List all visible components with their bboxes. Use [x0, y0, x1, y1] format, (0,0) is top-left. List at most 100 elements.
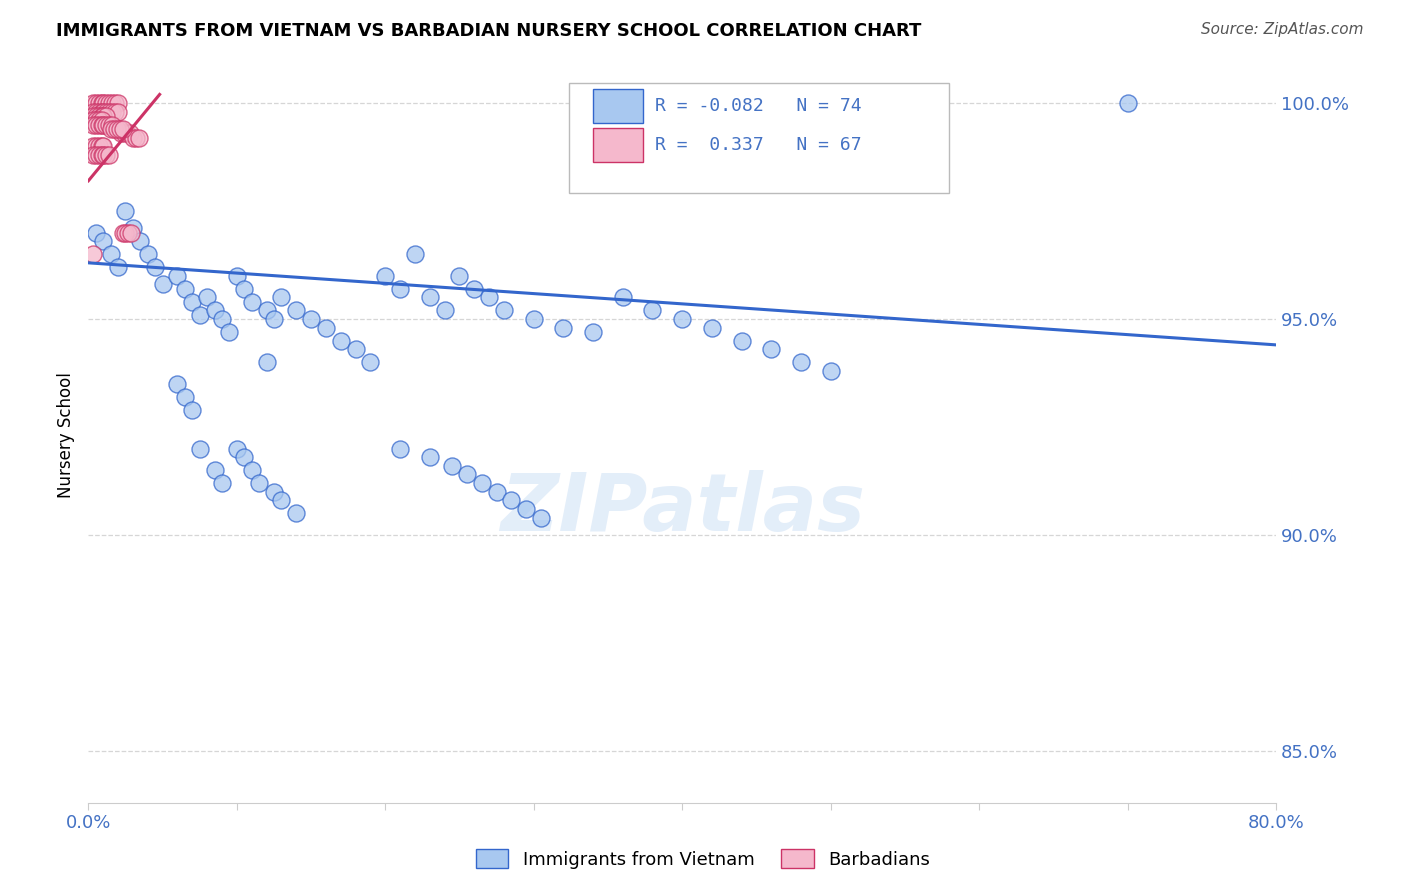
Point: [523, 312, 546, 326]
Point: [90, 109, 112, 123]
Point: [82, 109, 104, 123]
Point: [111, 226, 134, 240]
Point: [471, 476, 494, 491]
Point: [211, 476, 233, 491]
Point: [240, 294, 263, 309]
Point: [419, 450, 441, 464]
Point: [218, 325, 240, 339]
Point: [671, 312, 693, 326]
Point: [515, 502, 537, 516]
Point: [433, 303, 456, 318]
Point: [87, 96, 110, 111]
Point: [204, 303, 226, 318]
Point: [82, 148, 104, 162]
Point: [98, 104, 121, 119]
Point: [115, 126, 138, 140]
Point: [790, 355, 813, 369]
Point: [204, 463, 226, 477]
Point: [91, 118, 114, 132]
Legend: Immigrants from Vietnam, Barbadians: Immigrants from Vietnam, Barbadians: [468, 842, 938, 876]
Point: [107, 260, 129, 274]
Point: [263, 484, 285, 499]
Point: [1116, 96, 1139, 111]
Point: [100, 247, 122, 261]
Point: [188, 308, 211, 322]
Point: [389, 442, 412, 456]
Point: [104, 96, 127, 111]
Point: [389, 282, 412, 296]
Point: [91, 96, 114, 111]
Point: [211, 312, 233, 326]
Text: R = -0.082   N = 74: R = -0.082 N = 74: [655, 97, 862, 115]
Point: [101, 118, 124, 132]
Point: [108, 122, 131, 136]
Point: [107, 96, 129, 111]
Point: [240, 463, 263, 477]
Point: [128, 130, 150, 145]
Point: [104, 104, 127, 119]
Point: [485, 484, 508, 499]
Point: [136, 247, 159, 261]
Point: [107, 104, 129, 119]
Point: [114, 226, 136, 240]
Point: [84, 96, 107, 111]
Point: [225, 268, 247, 283]
Point: [91, 148, 114, 162]
Point: [100, 122, 122, 136]
Point: [87, 118, 110, 132]
Point: [117, 226, 139, 240]
Point: [90, 148, 112, 162]
Point: [501, 493, 523, 508]
Point: [101, 104, 124, 119]
FancyBboxPatch shape: [569, 83, 949, 194]
Point: [87, 113, 110, 128]
Point: [553, 320, 575, 334]
Point: [404, 247, 426, 261]
Point: [761, 342, 783, 356]
Point: [112, 126, 135, 140]
Point: [114, 204, 136, 219]
Point: [90, 118, 112, 132]
Point: [181, 294, 204, 309]
Y-axis label: Nursery School: Nursery School: [58, 373, 75, 499]
Point: [125, 130, 148, 145]
Point: [730, 334, 752, 348]
Point: [84, 139, 107, 153]
Point: [82, 118, 104, 132]
Point: [166, 376, 188, 391]
Point: [700, 320, 723, 334]
Point: [84, 118, 107, 132]
Text: ZIPatlas: ZIPatlas: [499, 470, 865, 548]
Point: [105, 122, 128, 136]
Point: [299, 312, 322, 326]
Point: [96, 118, 118, 132]
Point: [374, 268, 396, 283]
Point: [87, 109, 110, 123]
Point: [173, 282, 195, 296]
Point: [188, 442, 211, 456]
Point: [90, 96, 112, 111]
FancyBboxPatch shape: [593, 89, 643, 123]
Point: [449, 268, 471, 283]
Point: [225, 442, 247, 456]
Point: [87, 139, 110, 153]
Point: [173, 390, 195, 404]
Point: [96, 96, 118, 111]
Point: [195, 290, 218, 304]
Point: [263, 312, 285, 326]
Point: [98, 96, 121, 111]
Point: [256, 355, 278, 369]
Point: [84, 148, 107, 162]
Point: [103, 122, 125, 136]
Point: [90, 139, 112, 153]
Point: [98, 118, 121, 132]
Point: [270, 290, 292, 304]
Point: [441, 458, 464, 473]
Point: [285, 303, 308, 318]
Point: [285, 506, 308, 520]
Point: [87, 148, 110, 162]
Point: [84, 113, 107, 128]
Text: Source: ZipAtlas.com: Source: ZipAtlas.com: [1201, 22, 1364, 37]
Point: [84, 226, 107, 240]
Point: [84, 104, 107, 119]
